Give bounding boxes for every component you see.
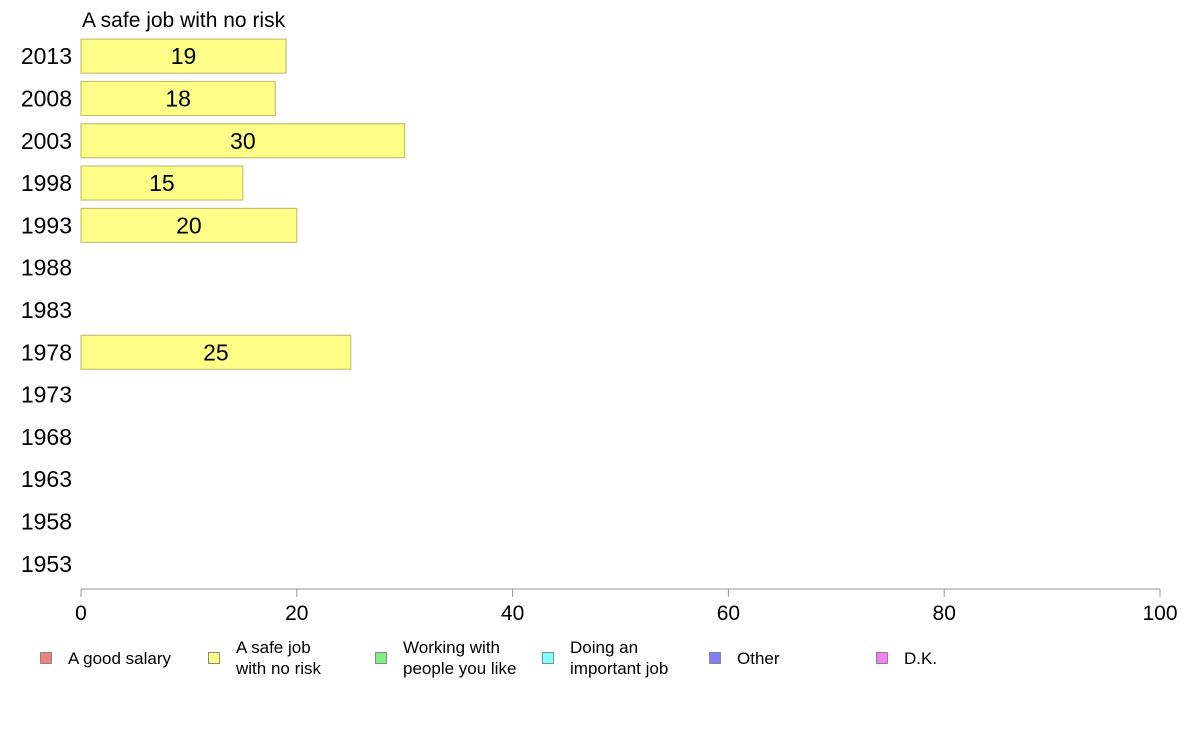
bar-value-label: 15	[149, 170, 175, 196]
bar-value-label: 19	[171, 43, 197, 69]
y-tick-label: 2003	[21, 128, 72, 154]
legend-swatch	[208, 652, 220, 664]
legend-item: A good salary	[40, 636, 171, 680]
y-axis-labels: 2013 2008 2003 1998 1993 1988 1983 1978 1973 1968…	[21, 43, 72, 577]
bar	[80, 334, 352, 370]
bar	[80, 207, 298, 243]
x-tick-label: 0	[75, 602, 87, 625]
x-tick-label: 60	[717, 602, 740, 625]
y-tick-label: 1968	[21, 424, 72, 450]
y-tick-label: 1953	[21, 551, 72, 577]
legend-label: Other	[737, 648, 780, 668]
y-tick-label: 1978	[21, 339, 72, 365]
y-tick-label: 1988	[21, 255, 72, 281]
bar	[80, 38, 287, 74]
bar	[80, 80, 276, 116]
y-tick-label: 2013	[21, 43, 72, 69]
legend-item: Other	[709, 636, 780, 680]
legend-label: D.K.	[904, 648, 938, 668]
x-axis: 0 20 40 60 80 100	[75, 588, 1178, 625]
bar	[80, 165, 244, 201]
bar-value-label: 25	[203, 339, 229, 365]
legend-swatch	[40, 652, 52, 664]
bar-value-label: 18	[165, 85, 191, 111]
legend-swatch	[542, 652, 554, 664]
x-tick-label: 80	[933, 602, 956, 625]
legend-item: A safe job with no risk	[208, 636, 321, 680]
y-tick-label: 1998	[21, 170, 72, 196]
x-tick-label: 40	[501, 602, 524, 625]
bar-value-label: 20	[176, 212, 202, 238]
legend-label: Working with people you like	[403, 638, 517, 678]
bar	[80, 123, 406, 159]
legend-label: A safe job with no risk	[236, 638, 322, 678]
x-tick-label: 20	[285, 602, 308, 625]
chart-title: A safe job with no risk	[82, 9, 286, 32]
legend-item: D.K.	[876, 636, 937, 680]
legend-swatch	[876, 652, 888, 664]
y-tick-label: 2008	[21, 85, 72, 111]
legend-swatch	[709, 652, 721, 664]
legend: A good salary A safe job with no risk Work…	[0, 636, 1188, 696]
y-tick-label: 1973	[21, 382, 72, 408]
bar-value-label: 30	[230, 128, 256, 154]
legend-swatch	[375, 652, 387, 664]
y-tick-label: 1983	[21, 297, 72, 323]
legend-label: Doing an important job	[570, 638, 669, 678]
y-tick-label: 1963	[21, 466, 72, 492]
legend-label: A good salary	[68, 648, 172, 668]
legend-item: Working with people you like	[375, 636, 516, 680]
x-tick-label: 100	[1142, 602, 1177, 625]
legend-item: Doing an important job	[542, 636, 668, 680]
y-tick-label: 1958	[21, 508, 72, 534]
y-tick-label: 1993	[21, 212, 72, 238]
